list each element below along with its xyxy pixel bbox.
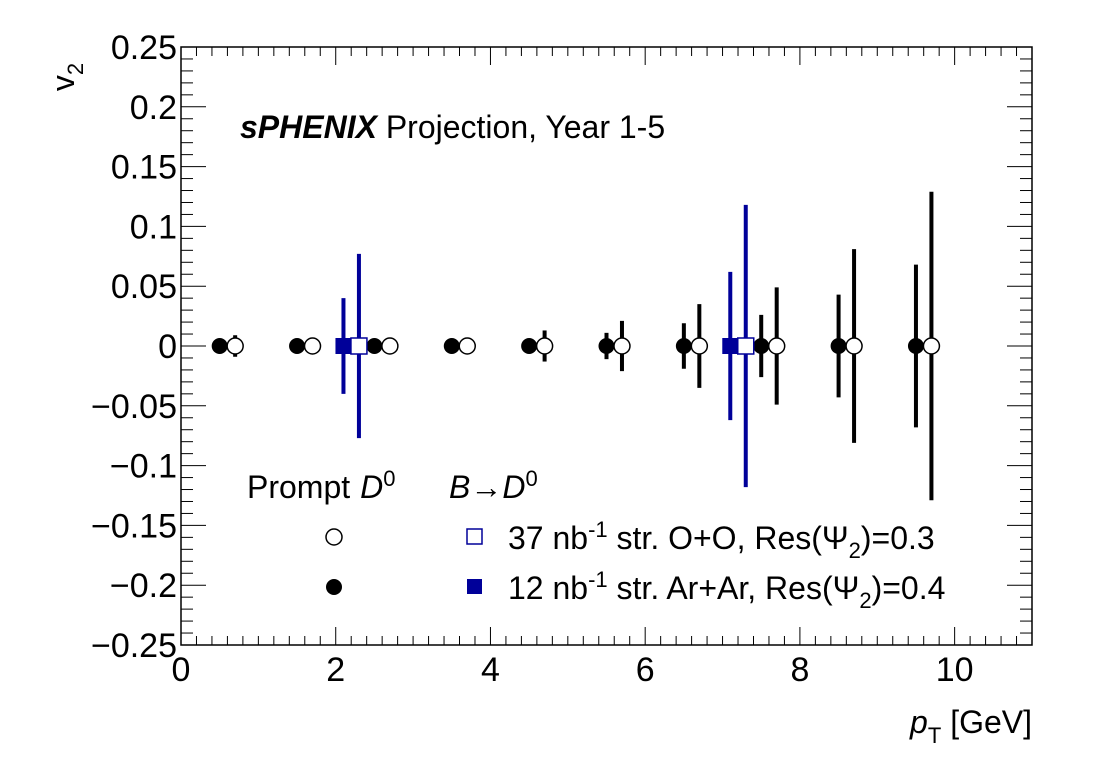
x-tick-label: 2: [326, 651, 345, 689]
data-point-filled-circle: [598, 338, 615, 354]
legend-oo-resolution: )=0.3: [861, 520, 935, 556]
legend-arar-psi-sub: 2: [859, 588, 871, 613]
legend-filled-square-marker: [467, 579, 482, 594]
data-point-open-circle: [922, 337, 941, 355]
legend-header-b-to-d: B→D0: [449, 466, 538, 505]
tick-labels: 0 2 4 6 8 10 0.25 0.2 0.15 0.1 0.05 0 −0.05 −0.1 −0.15…: [91, 29, 974, 689]
x-tick-label: 10: [936, 651, 974, 689]
series-open-square: [350, 204, 755, 488]
y-axis-subscript: 2: [63, 63, 88, 75]
legend-arar-system: str. Ar+Ar, Res(Ψ: [608, 570, 860, 606]
legend-oo-system: str. O+O, Res(Ψ: [608, 520, 849, 556]
x-tick-label: 4: [481, 651, 500, 689]
data-point-filled-circle: [907, 338, 924, 354]
data-point-filled-circle: [521, 338, 538, 354]
y-tick-label: 0: [158, 328, 177, 366]
data-point-filled-circle: [753, 338, 770, 354]
x-tick-label: 8: [790, 651, 809, 689]
data-point-filled-circle: [289, 338, 306, 354]
legend-open-square-marker: [466, 528, 483, 545]
x-axis-symbol: p: [909, 704, 928, 740]
projection-label: sPHENIX Projection, Year 1-5: [240, 109, 665, 145]
y-axis-symbol: v: [45, 75, 81, 91]
data-point-filled-square: [335, 338, 352, 354]
data-point-filled-circle: [830, 338, 847, 354]
data-point-open-circle: [845, 337, 863, 355]
data-point-open-circle: [226, 337, 244, 355]
x-axis-subscript: T: [928, 723, 941, 748]
y-tick-label: −0.1: [110, 448, 177, 486]
sphenix-brand: sPHENIX: [240, 109, 379, 145]
legend-oo-lumi-sup: -1: [588, 517, 608, 542]
legend-open-circle-marker: [325, 528, 343, 546]
y-tick-label: 0.25: [111, 29, 177, 67]
legend: Prompt D0 B→D0 37 nb-1 str. O+O, Res(Ψ2)=…: [247, 466, 945, 613]
data-series: [211, 191, 941, 501]
legend-oo-lumi: 37 nb: [508, 520, 588, 556]
legend-header-prompt-text: Prompt: [247, 469, 350, 505]
legend-entry-arar: 12 nb-1 str. Ar+Ar, Res(Ψ2)=0.4: [508, 567, 945, 613]
x-tick-label: 0: [172, 651, 191, 689]
data-point-open-square: [737, 337, 755, 355]
series-filled-circle: [211, 264, 924, 428]
legend-arar-lumi: 12 nb: [508, 570, 588, 606]
data-point-filled-square: [722, 338, 739, 354]
series-open-circle: [226, 191, 941, 501]
data-point-open-circle: [458, 337, 476, 355]
legend-oo-psi-sub: 2: [849, 538, 861, 563]
x-tick-label: 6: [636, 651, 655, 689]
data-point-open-circle: [381, 337, 399, 355]
y-tick-label: −0.05: [91, 388, 177, 426]
data-point-filled-circle: [366, 338, 383, 354]
legend-entry-oo: 37 nb-1 str. O+O, Res(Ψ2)=0.3: [508, 517, 935, 563]
y-tick-label: −0.25: [91, 627, 177, 665]
data-point-open-circle: [613, 337, 631, 355]
projection-text: Projection, Year 1-5: [377, 109, 665, 145]
data-point-filled-circle: [443, 338, 460, 354]
data-point-open-circle: [303, 337, 322, 355]
y-tick-label: −0.15: [91, 507, 177, 545]
y-axis-title: v2: [45, 63, 88, 91]
data-point-open-circle: [690, 337, 709, 355]
y-tick-label: 0.05: [111, 268, 177, 306]
data-point-open-square: [350, 337, 368, 355]
data-point-open-circle: [535, 337, 554, 355]
y-tick-label: −0.2: [110, 567, 177, 605]
legend-filled-circle-marker: [326, 579, 342, 595]
legend-header-b-superscript: 0: [525, 466, 537, 491]
data-point-filled-circle: [211, 338, 228, 354]
y-tick-label: 0.1: [130, 208, 177, 246]
axis-ticks: [180, 46, 1033, 646]
y-tick-label: 0.2: [130, 89, 177, 127]
legend-arar-lumi-sup: -1: [588, 567, 608, 592]
legend-header-prompt: Prompt D0: [247, 466, 396, 505]
legend-header-b-text: B→D: [449, 469, 525, 505]
series-filled-square: [335, 271, 739, 421]
data-point-filled-circle: [675, 338, 692, 354]
y-tick-label: 0.15: [111, 149, 177, 187]
legend-header-prompt-superscript: 0: [383, 466, 395, 491]
x-axis-title: pT [GeV]: [909, 704, 1032, 748]
data-point-open-circle: [767, 337, 786, 355]
legend-header-prompt-symbol: D: [360, 469, 383, 505]
x-axis-unit: [GeV]: [941, 704, 1032, 740]
plot-frame: [180, 46, 1033, 646]
legend-arar-resolution: )=0.4: [872, 570, 946, 606]
